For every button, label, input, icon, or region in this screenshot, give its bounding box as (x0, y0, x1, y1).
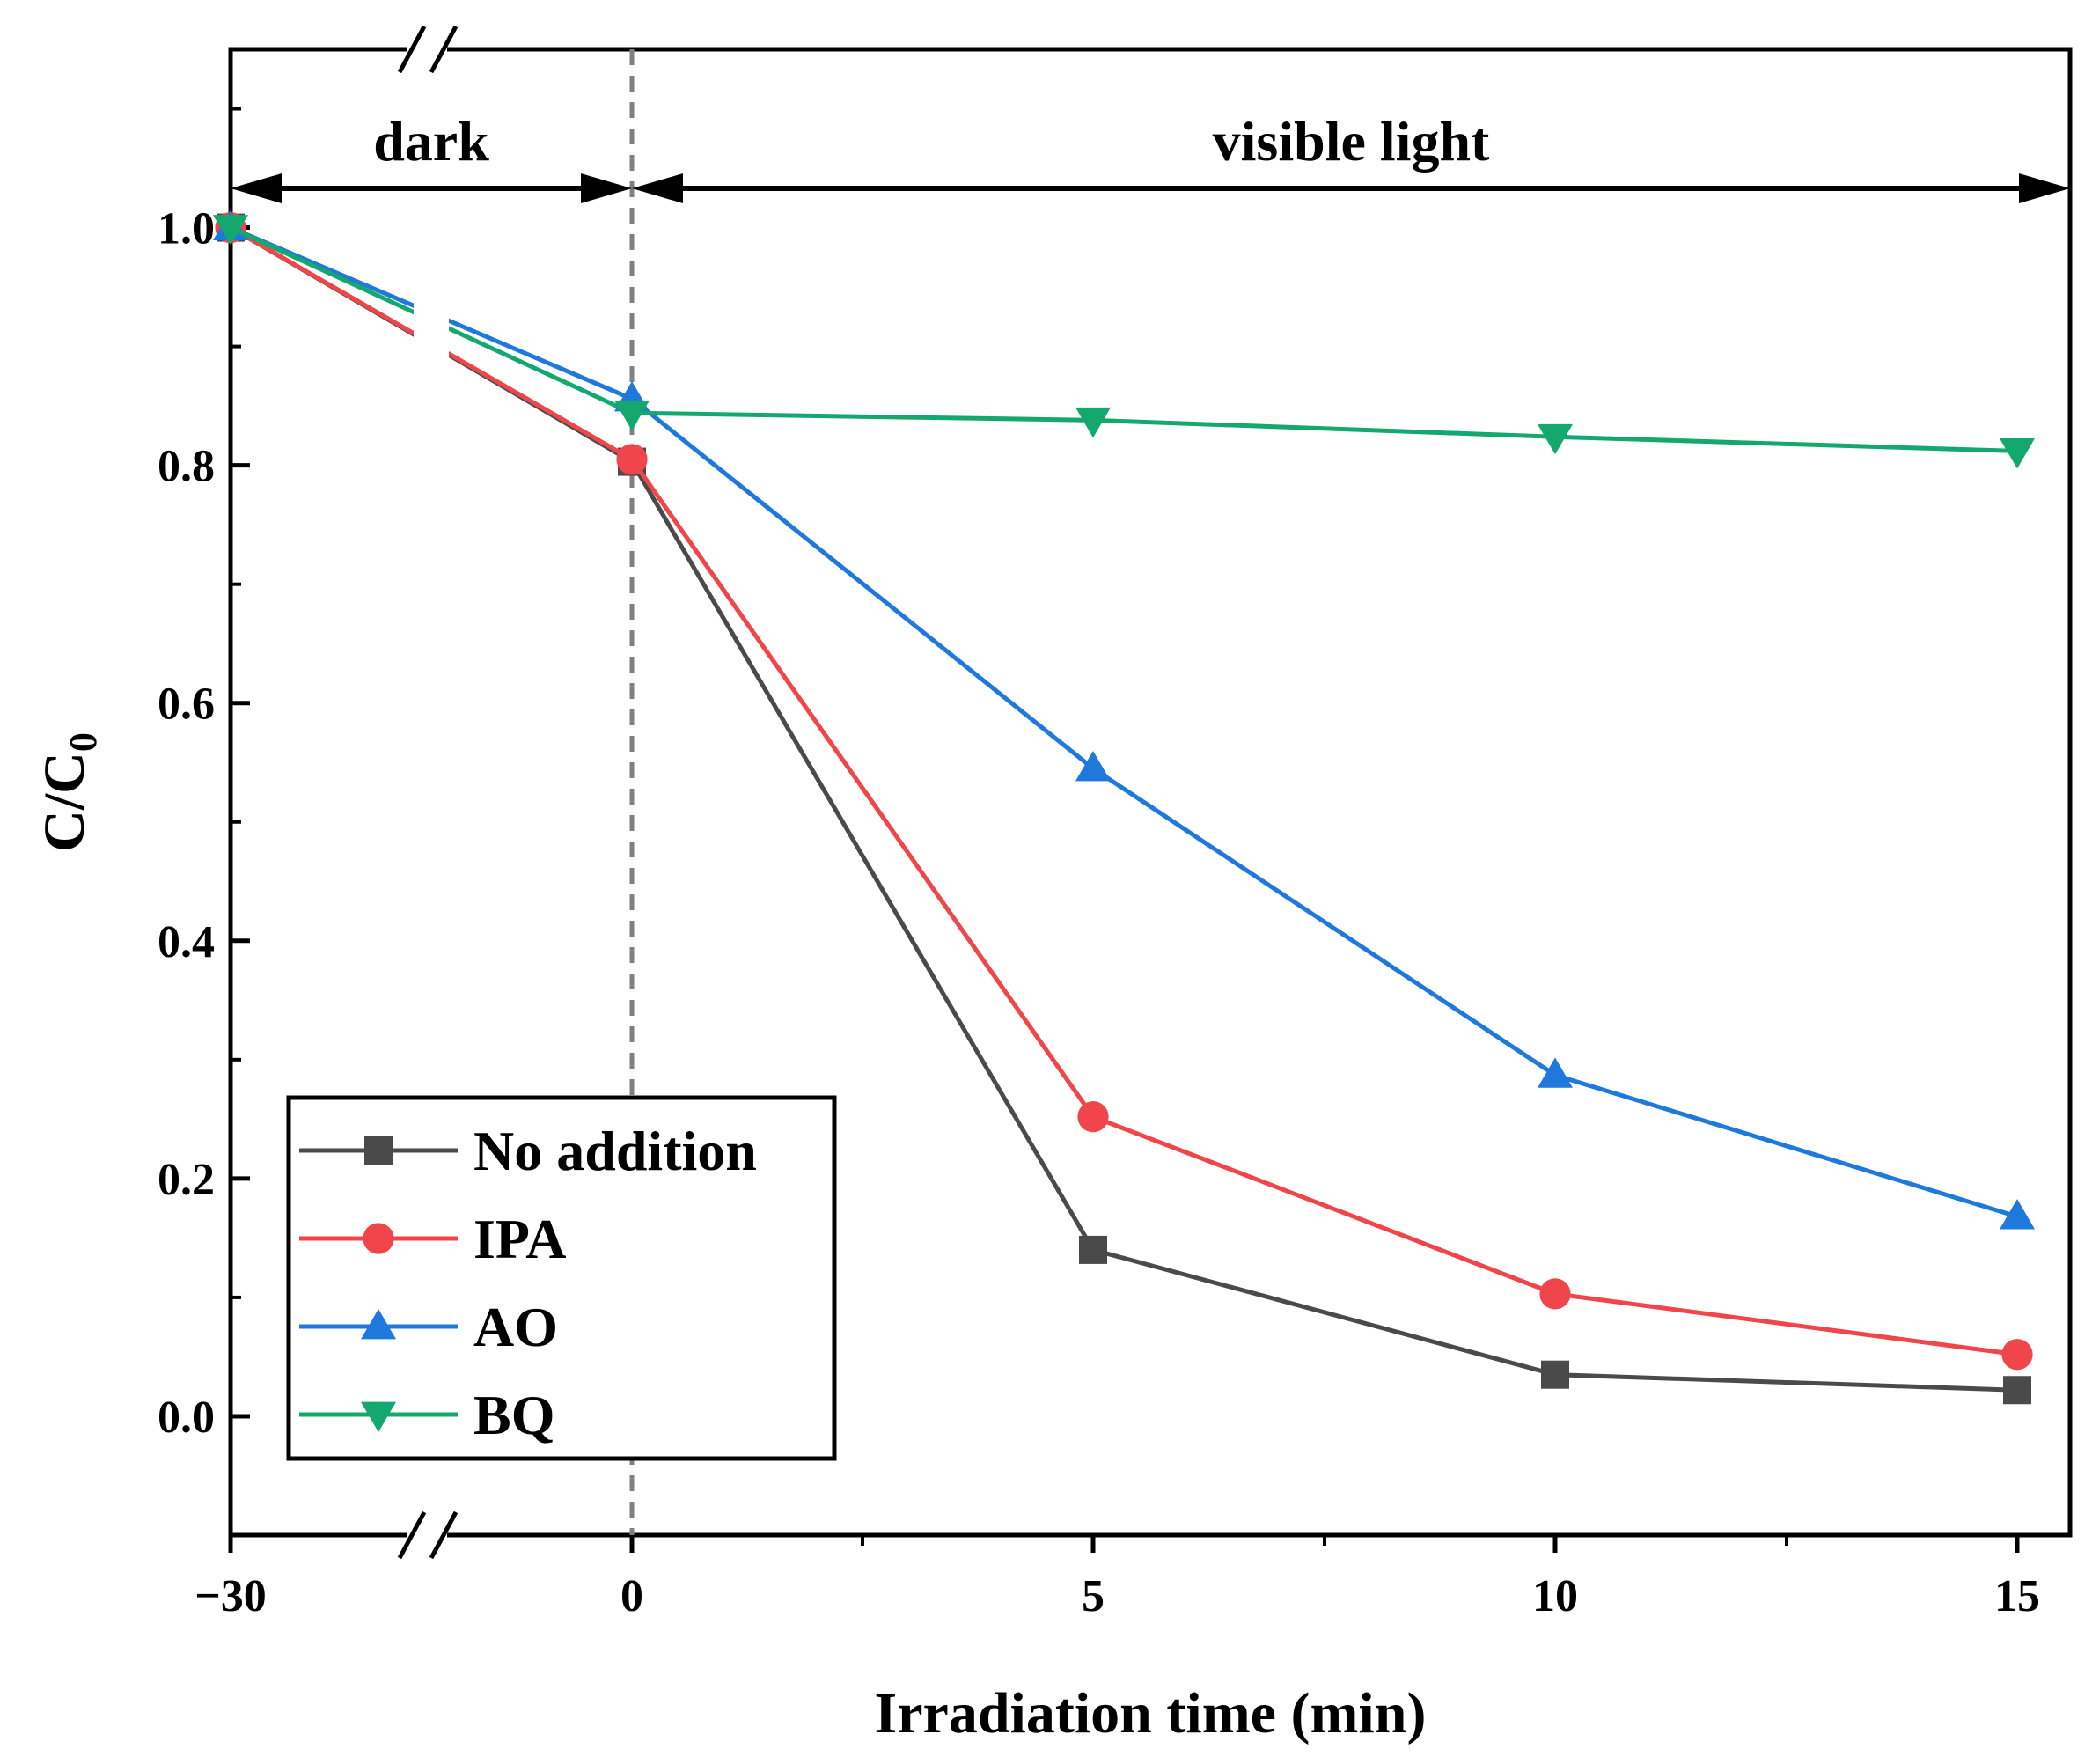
x-tick-label: −30 (195, 1571, 267, 1621)
data-point (2000, 438, 2035, 469)
y-tick-label: 0.0 (158, 1393, 215, 1443)
y-tick-label: 0.6 (158, 680, 215, 730)
data-point (2003, 1376, 2031, 1405)
legend-swatch-marker (363, 1223, 394, 1254)
data-point (2000, 1199, 2035, 1230)
y-tick-label: 0.4 (158, 917, 215, 967)
legend-entry-ipa: IPA (299, 1208, 566, 1270)
legend-label: BQ (473, 1384, 554, 1446)
y-tick-label: 0.8 (158, 442, 215, 492)
series-ao (213, 209, 2035, 1230)
legend-label: IPA (473, 1208, 566, 1270)
data-point (616, 444, 648, 475)
data-point (1538, 423, 1573, 455)
region-label: visible light (1213, 110, 1490, 173)
axis-break-mark (429, 1510, 459, 1560)
axis-break-mark (429, 25, 459, 74)
legend-swatch-marker (364, 1136, 393, 1165)
legend-label: No addition (473, 1120, 757, 1182)
y-axis-title-sub: 0 (62, 732, 105, 752)
data-point (1075, 407, 1111, 438)
series-segment (1554, 434, 2018, 453)
legend: No addition IPA AO BQ (286, 1095, 837, 1461)
series-segment (1092, 1247, 1556, 1378)
data-point (614, 400, 650, 431)
data-point (1539, 1278, 1571, 1310)
series-line (229, 225, 2018, 453)
region-annotations: dark visible light (231, 110, 2070, 203)
axis-break-mark (397, 25, 427, 74)
series-segment (1091, 766, 1557, 1077)
data-point (1077, 1101, 1109, 1133)
series-segment (631, 410, 1094, 423)
y-tick-label: 0.2 (158, 1155, 215, 1205)
y-axis-title: C/C0 (33, 732, 105, 852)
series-group (213, 209, 2035, 1405)
legend-swatch-marker (361, 1401, 396, 1432)
x-axis: −30 0 5 10 15 (195, 1535, 2040, 1621)
data-point (1075, 750, 1111, 782)
series-bq (213, 215, 2035, 469)
region-arrow-head-left (632, 173, 683, 203)
legend-entry-bq: BQ (299, 1384, 554, 1446)
series-line (230, 225, 2018, 1219)
y-tick-label: 1.0 (158, 204, 215, 254)
region-arrow-head-right (581, 173, 632, 203)
region-arrow-head-right (2019, 173, 2070, 203)
x-axis-title: Irradiation time (min) (875, 1681, 1427, 1746)
legend-entry-ao: AO (299, 1296, 558, 1358)
data-point (1538, 1057, 1573, 1088)
x-tick-label: 0 (620, 1571, 643, 1621)
series-segment (629, 458, 1096, 1119)
region-arrow-head-left (231, 173, 282, 203)
region-label: dark (373, 110, 489, 173)
x-tick-label: 15 (1994, 1571, 2040, 1621)
data-point (1541, 1360, 1569, 1389)
series-segment (1554, 1372, 2018, 1393)
series-segment (1554, 1073, 2018, 1219)
axis-break-mark (397, 1510, 427, 1560)
axis-breaks (397, 25, 459, 1560)
data-point (2001, 1339, 2033, 1371)
data-point (213, 215, 248, 246)
series-segment (1092, 1114, 1556, 1297)
x-tick-label: 10 (1532, 1571, 1578, 1621)
series-break-gap (414, 298, 449, 361)
data-point (1079, 1235, 1107, 1264)
y-axis-title-main: C/C (33, 752, 97, 852)
region-1: visible light (632, 110, 2070, 203)
series-segment (1092, 417, 1556, 439)
series-segment (630, 397, 1095, 770)
region-0: dark (231, 110, 632, 203)
x-tick-label: 5 (1082, 1571, 1105, 1621)
legend-entry-no-addition: No addition (299, 1120, 757, 1182)
series-segment (629, 460, 1096, 1252)
legend-label: AO (473, 1296, 558, 1358)
y-axis: 0.0 0.2 0.4 0.6 0.8 1.0 (158, 107, 250, 1537)
plot-frame (228, 47, 2073, 1538)
series-segment (1554, 1291, 2018, 1357)
legend-swatch-marker (361, 1309, 396, 1340)
